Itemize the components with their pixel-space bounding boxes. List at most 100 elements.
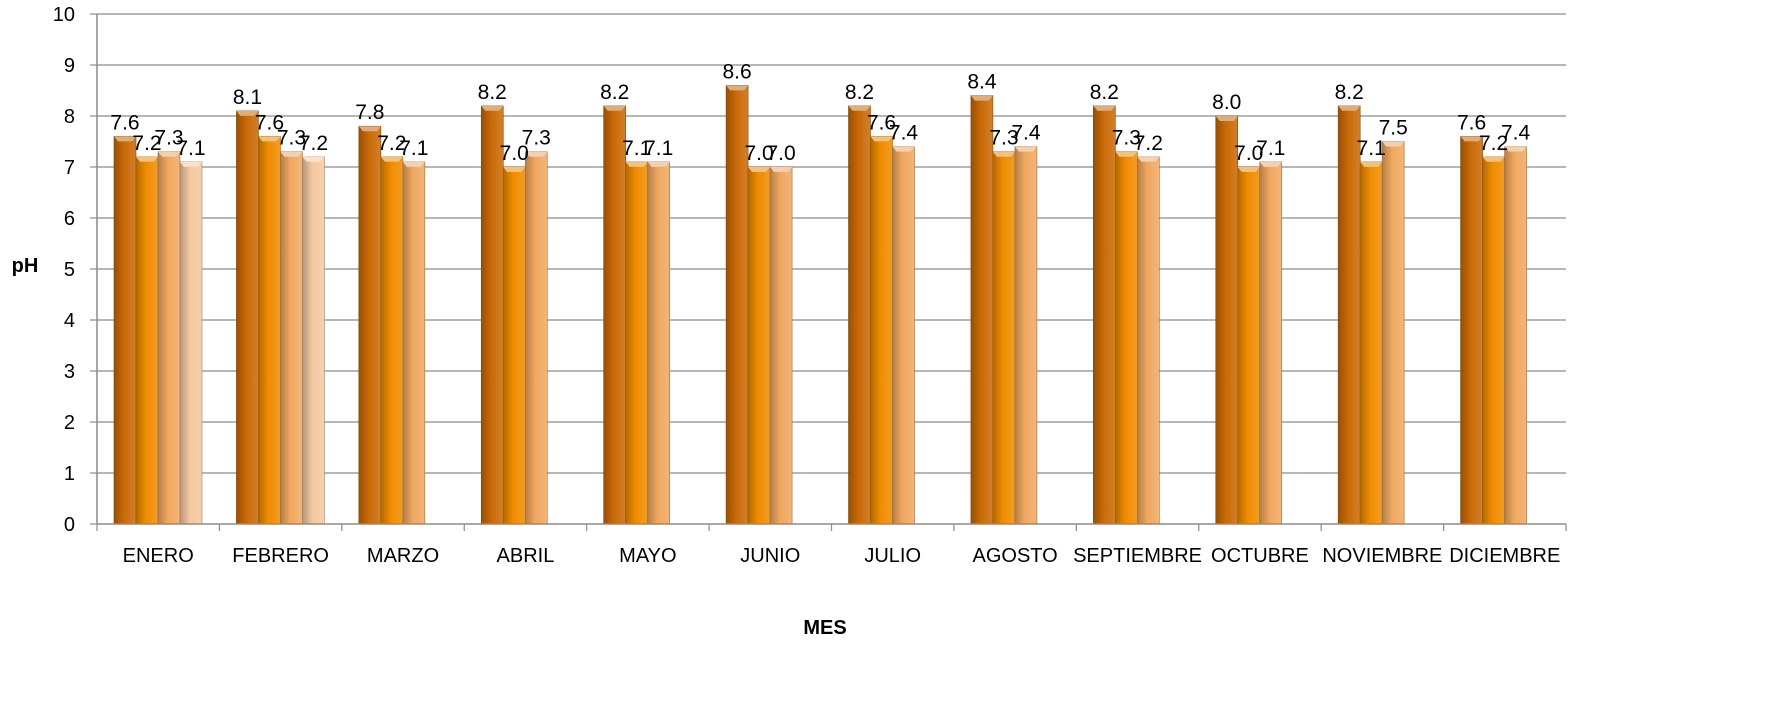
bar	[1093, 105, 1116, 525]
data-label: 7.2	[299, 132, 328, 155]
bar	[280, 151, 303, 525]
y-tick-label: 9	[64, 55, 75, 77]
bar-bevel	[1360, 161, 1383, 167]
bar-bevel	[1014, 146, 1037, 152]
bar	[603, 105, 626, 525]
data-label: 7.6	[1457, 111, 1486, 134]
x-tick-label: FEBRERO	[232, 545, 329, 567]
data-label: 7.4	[1501, 122, 1531, 145]
data-label: 7.1	[622, 137, 651, 160]
bar	[892, 146, 915, 525]
bar-bevel	[992, 151, 1015, 157]
data-label: 7.2	[132, 132, 161, 155]
data-label: 8.2	[600, 81, 629, 104]
data-label: 7.1	[644, 137, 673, 160]
bar	[480, 105, 504, 525]
bar-bevel	[158, 151, 180, 157]
data-label: 7.1	[399, 137, 428, 160]
bar-bevel	[1482, 156, 1505, 162]
data-label: 7.3	[277, 127, 306, 150]
data-label: 7.6	[110, 111, 139, 134]
y-tick-label: 6	[64, 208, 75, 230]
x-tick-label: ABRIL	[497, 545, 555, 567]
data-label: 7.4	[889, 122, 919, 145]
y-tick-label: 1	[64, 463, 75, 485]
bar-bevel	[1382, 141, 1405, 147]
data-label: 7.2	[1134, 132, 1163, 155]
bar-bevel	[647, 161, 670, 167]
data-label: 7.0	[500, 142, 529, 165]
y-tick-label: 10	[53, 4, 75, 26]
bar-bevel	[1237, 167, 1260, 172]
bar-bevel	[503, 167, 526, 172]
bar-bevel	[280, 151, 303, 157]
bar	[236, 110, 259, 525]
bar-bevel	[114, 136, 136, 142]
bar	[769, 166, 793, 525]
data-label: 7.1	[176, 137, 205, 160]
data-label: 7.4	[1011, 122, 1041, 145]
bar	[870, 136, 893, 525]
data-label: 7.5	[1379, 117, 1408, 140]
y-tick-label: 7	[64, 157, 75, 179]
bar-bevel	[258, 136, 281, 142]
bar-bevel	[236, 110, 259, 116]
data-label: 7.0	[766, 142, 795, 165]
bar	[970, 95, 994, 525]
bar	[1460, 136, 1483, 525]
data-label: 8.2	[845, 81, 874, 104]
bar-bevel	[870, 136, 893, 142]
data-label: 8.2	[1090, 81, 1119, 104]
data-label: 7.0	[1234, 142, 1263, 165]
y-tick-label: 4	[64, 310, 75, 332]
x-tick-label: OCTUBRE	[1211, 545, 1309, 567]
y-tick-label: 3	[64, 361, 75, 383]
data-label: 7.2	[1479, 132, 1508, 155]
bar-bevel	[970, 95, 993, 101]
bar-bevel	[525, 151, 548, 157]
data-label: 7.6	[255, 111, 284, 134]
x-tick-label: MAYO	[619, 545, 676, 567]
bar	[502, 166, 526, 525]
bar	[302, 156, 325, 525]
x-tick-label: MARZO	[367, 545, 439, 567]
bar	[1482, 156, 1505, 525]
bar	[625, 161, 648, 525]
data-label: 8.0	[1212, 91, 1241, 114]
bar	[1014, 146, 1038, 525]
data-label: 7.3	[522, 127, 551, 150]
data-label: 8.2	[478, 81, 507, 104]
data-label: 7.2	[377, 132, 406, 155]
bar-bevel	[625, 161, 648, 167]
x-tick-label: AGOSTO	[973, 545, 1058, 567]
x-tick-label: NOVIEMBRE	[1322, 545, 1442, 567]
x-tick-label: DICIEMBRE	[1449, 545, 1560, 567]
bar-bevel	[402, 161, 425, 167]
bar	[848, 105, 871, 525]
bar-bevel	[726, 85, 749, 91]
bar	[179, 161, 203, 525]
gridlines	[97, 13, 1566, 474]
bar-bevel	[748, 167, 771, 172]
bar-bevel	[1259, 161, 1282, 167]
bar-bevel	[180, 161, 202, 167]
bar-bevel	[136, 156, 158, 162]
bar	[1137, 156, 1160, 525]
x-tick-label: SEPTIEMBRE	[1073, 545, 1202, 567]
data-label: 7.8	[355, 101, 384, 124]
bar-bevel	[848, 105, 871, 111]
bar	[647, 161, 670, 525]
bar	[157, 151, 181, 525]
bar-bevel	[1115, 151, 1138, 157]
bar	[258, 136, 281, 525]
data-label: 7.3	[1112, 127, 1141, 150]
y-tick-label: 0	[64, 514, 75, 536]
bar	[1259, 161, 1283, 525]
bar-bevel	[380, 156, 403, 162]
x-tick-label: ENERO	[123, 545, 194, 567]
bar	[524, 151, 548, 525]
x-axis-title: MES	[803, 617, 846, 639]
y-axis-ticks: 0 1 2 3 4 5 6 7 8 9 10	[53, 4, 97, 536]
bar	[1337, 105, 1361, 525]
bar-bevel	[770, 167, 793, 172]
